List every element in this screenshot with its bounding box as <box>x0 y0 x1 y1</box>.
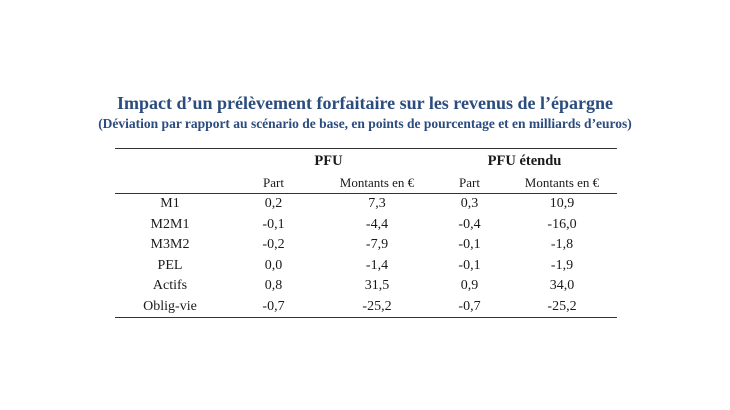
ext-montant-cell: -16,0 <box>547 216 577 232</box>
table-row: M1 0,2 7,3 0,3 10,9 <box>115 194 617 215</box>
data-table-container: PFU PFU étendu Part Montants en € Part M… <box>115 148 617 318</box>
ext-montant-cell: -25,2 <box>507 296 617 318</box>
pfu-montant-cell: -1,4 <box>365 257 389 273</box>
row-label: Actifs <box>152 278 188 294</box>
row-label: Oblig-vie <box>115 296 225 318</box>
pfu-part-cell: 0,8 <box>264 278 283 294</box>
table-row: Actifs 0,8 31,5 0,9 34,0 <box>115 276 617 297</box>
pfu-part-cell: -0,7 <box>225 296 322 318</box>
group-header-row: PFU PFU étendu <box>115 148 617 173</box>
ext-part-cell: 0,9 <box>460 278 479 294</box>
table-row: PEL 0,0 -1,4 -0,1 -1,9 <box>115 256 617 277</box>
table-row: M3M2 -0,2 -7,9 -0,1 -1,8 <box>115 235 617 256</box>
table-title: Impact d’un prélèvement forfaitaire sur … <box>117 93 613 113</box>
pfu-montant-cell: 7,3 <box>368 196 386 212</box>
ext-montant-cell: 10,9 <box>549 196 575 212</box>
row-label: M1 <box>160 196 180 212</box>
group-header-pfu: PFU <box>225 148 432 173</box>
row-label-header <box>115 173 225 194</box>
ext-part-cell: -0,7 <box>432 296 507 318</box>
pfu-part-cell: 0,2 <box>264 196 283 212</box>
pfu-montant-cell: -25,2 <box>322 296 432 318</box>
row-label: M2M1 <box>150 216 190 232</box>
table-row: Oblig-vie -0,7 -25,2 -0,7 -25,2 <box>115 296 617 318</box>
ext-part-cell: -0,1 <box>458 257 481 273</box>
table-subtitle: (Déviation par rapport au scénario de ba… <box>98 116 632 131</box>
ext-montant-cell: -1,8 <box>550 237 574 253</box>
pfu-montant-cell: -7,9 <box>365 237 389 253</box>
sub-header-pfu-part: Part <box>225 173 322 194</box>
pfu-part-cell: -0,2 <box>262 237 285 253</box>
ext-montant-cell: -1,9 <box>550 257 574 273</box>
corner-cell <box>115 148 225 173</box>
sub-header-ext-part: Part <box>432 173 507 194</box>
sub-header-row: Part Montants en € Part Montants en € <box>115 173 617 194</box>
sub-header-pfu-montant: Montants en € <box>322 173 432 194</box>
sub-header-ext-montant: Montants en € <box>507 173 617 194</box>
ext-part-cell: -0,4 <box>458 216 481 232</box>
ext-montant-cell: 34,0 <box>549 278 575 294</box>
data-table: PFU PFU étendu Part Montants en € Part M… <box>115 148 617 318</box>
ext-part-cell: 0,3 <box>460 196 479 212</box>
pfu-montant-cell: 31,5 <box>364 278 390 294</box>
pfu-montant-cell: -4,4 <box>365 216 389 232</box>
row-label: PEL <box>157 257 183 273</box>
pfu-part-cell: -0,1 <box>262 216 285 232</box>
row-label: M3M2 <box>150 237 190 253</box>
pfu-part-cell: 0,0 <box>264 257 283 273</box>
table-row: M2M1 -0,1 -4,4 -0,4 -16,0 <box>115 215 617 236</box>
ext-part-cell: -0,1 <box>458 237 481 253</box>
group-header-pfu-etendu: PFU étendu <box>432 148 617 173</box>
